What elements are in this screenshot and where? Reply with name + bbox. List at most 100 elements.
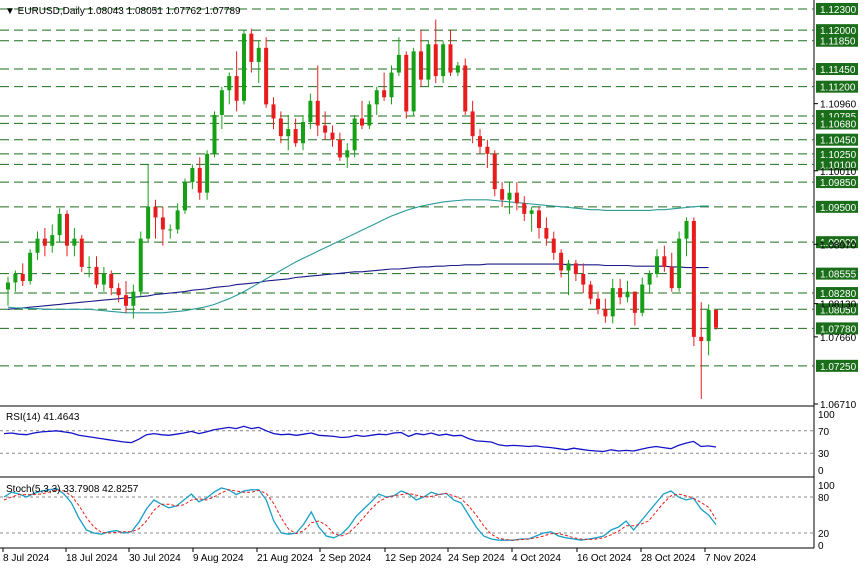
candle-body: [205, 153, 210, 193]
candle: [360, 100, 364, 130]
candle-body: [219, 90, 224, 115]
candle: [42, 228, 47, 257]
candle-body: [190, 167, 195, 183]
rsi-tick-label: 100: [818, 410, 835, 421]
candle-body: [419, 51, 423, 80]
candle-body: [455, 65, 460, 73]
candle-body: [669, 266, 674, 289]
candle: [183, 178, 187, 214]
time-tick-label: 18 Jul 2024: [66, 553, 118, 564]
candle: [522, 196, 527, 221]
candle: [264, 37, 269, 108]
candle: [138, 231, 143, 298]
stoch-line-2: [3, 489, 717, 541]
candle: [537, 206, 541, 239]
price-tick-label: 1.08970: [820, 240, 857, 251]
price-level-label: 1.10680: [820, 119, 857, 130]
price-level-label: 1.07780: [820, 324, 857, 335]
candle-body: [271, 104, 276, 119]
time-tick-label: 30 Jul 2024: [129, 553, 181, 564]
candle-body: [101, 273, 106, 285]
candle: [308, 93, 313, 130]
candle: [278, 111, 283, 144]
candle-body: [382, 90, 387, 98]
price-level-label: 1.12300: [820, 5, 857, 16]
candle: [271, 97, 276, 130]
candle-body: [537, 210, 541, 229]
price-tick-label: 1.10960: [820, 100, 857, 111]
candle: [79, 235, 84, 272]
candle-body: [183, 182, 187, 211]
candle-body: [573, 263, 578, 274]
candle-body: [544, 228, 549, 239]
candle: [352, 114, 357, 158]
candle-body: [264, 47, 269, 105]
candle-body: [647, 273, 652, 285]
candle: [411, 47, 416, 117]
price-level-label: 1.12000: [820, 26, 857, 37]
candle-body: [234, 76, 239, 101]
price-level-tag: [816, 267, 858, 280]
price-level-tag: [816, 236, 858, 249]
candle-body: [124, 295, 128, 306]
candle-body: [522, 203, 527, 214]
candle: [160, 206, 165, 246]
candle: [433, 19, 438, 84]
candle: [463, 58, 468, 115]
price-level-tag: [816, 133, 858, 146]
rsi-tick-label: 70: [818, 427, 830, 438]
candle-body: [315, 100, 320, 126]
candle-body: [625, 291, 630, 298]
candle-body: [116, 288, 121, 296]
rsi-tick-label: 30: [818, 449, 830, 460]
candle-body: [551, 238, 556, 253]
candle: [65, 210, 69, 257]
candle: [419, 30, 423, 87]
candle: [101, 266, 106, 292]
candle: [315, 65, 320, 137]
candle: [426, 40, 431, 87]
candle-body: [175, 210, 180, 230]
candle-body: [485, 146, 490, 154]
price-level-tag: [816, 200, 858, 213]
candle-body: [632, 291, 637, 313]
candle-body: [293, 129, 298, 144]
candle: [669, 252, 674, 292]
price-axis: 1.123001.120001.118501.114501.112001.107…: [814, 2, 858, 411]
candle: [227, 72, 232, 105]
candle: [544, 217, 549, 246]
candle: [655, 249, 659, 278]
candles-layer: [6, 19, 718, 400]
price-level-label: 1.10250: [820, 150, 857, 161]
candle-body: [588, 284, 593, 299]
candle: [566, 259, 571, 296]
candle-body: [138, 238, 143, 292]
rsi-panel: 100 70 30 0: [0, 410, 835, 477]
candle: [168, 224, 173, 239]
candle: [500, 182, 505, 207]
candle: [455, 61, 460, 77]
candle-body: [463, 65, 468, 112]
candle: [337, 132, 342, 161]
candle-body: [441, 44, 446, 77]
candle: [478, 129, 482, 154]
candle-body: [566, 263, 571, 271]
chart-header: ▼ EURUSD,Daily 1.08043 1.08051 1.07762 1…: [5, 6, 241, 17]
candle-body: [345, 150, 350, 158]
candle-body: [13, 273, 18, 283]
price-level-tag: [816, 80, 858, 93]
price-level-tag: [816, 359, 858, 372]
candle-body: [20, 273, 25, 282]
candle: [551, 231, 556, 260]
candle-body: [640, 284, 645, 313]
time-tick-label: 8 Jul 2024: [3, 553, 50, 564]
price-level-label: 1.11450: [820, 65, 856, 76]
candle: [219, 86, 224, 130]
candle: [691, 217, 696, 347]
candle-body: [478, 136, 482, 147]
candle: [301, 114, 305, 151]
price-level-label: 1.08555: [820, 270, 857, 281]
candle: [94, 256, 99, 289]
candle: [662, 245, 667, 272]
